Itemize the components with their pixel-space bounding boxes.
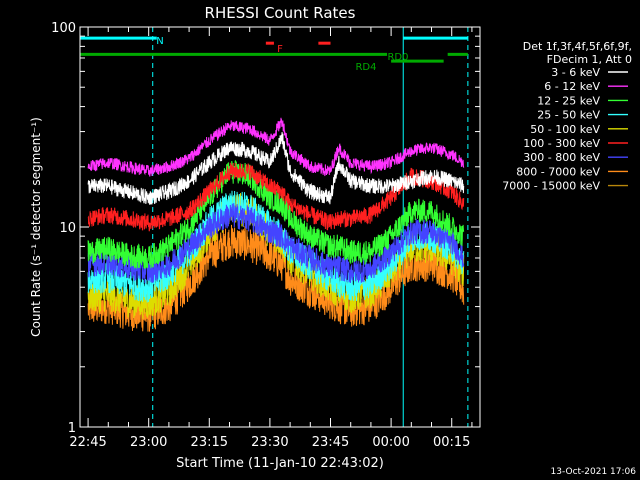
series-line (87, 159, 465, 269)
x-tick-label: 00:15 (433, 435, 470, 450)
x-tick-label: 00:00 (372, 435, 409, 450)
state-bar-label: F (277, 44, 283, 55)
state-bar-label: RD4 (355, 62, 376, 73)
legend-entry-label: 800 - 7000 keV (516, 165, 600, 178)
chart-title: RHESSI Count Rates (205, 4, 356, 22)
legend-entry-label: 6 - 12 keV (544, 80, 600, 93)
y-axis: 1 10 100 (51, 21, 480, 436)
legend: Det 1f,3f,4f,5f,6f,9f,FDecim 1, Att 03 -… (502, 40, 632, 193)
y-tick-label: 100 (51, 21, 76, 36)
series-line (87, 117, 465, 177)
series-traces (79, 27, 469, 427)
legend-entry-label: 25 - 50 keV (537, 109, 600, 122)
legend-header: FDecim 1, Att 0 (547, 53, 632, 66)
legend-entry-label: 3 - 6 keV (551, 66, 600, 79)
series-line (87, 132, 465, 205)
y-tick-label: 1 (68, 421, 76, 436)
x-tick-label: 23:15 (191, 435, 228, 450)
x-axis-label: Start Time (11-Jan-10 22:43:02) (176, 456, 384, 471)
legend-entry-label: 12 - 25 keV (537, 94, 600, 107)
x-tick-label: 23:00 (130, 435, 167, 450)
y-axis-label: Count Rate (s⁻¹ detector segment⁻¹) (29, 117, 43, 337)
legend-entry-label: 300 - 800 keV (523, 151, 600, 164)
footer-date: 13-Oct-2021 17:06 (551, 467, 637, 477)
y-tick-label: 10 (59, 221, 76, 236)
legend-entry-label: 7000 - 15000 keV (502, 180, 600, 193)
x-tick-label: 22:45 (69, 435, 106, 450)
attenuator-state-bars: N F RD0 RD4 (80, 36, 468, 73)
state-bar-label: RD0 (387, 52, 408, 63)
state-bar-label: N (156, 36, 163, 47)
x-tick-label: 23:45 (312, 435, 349, 450)
x-tick-label: 23:30 (251, 435, 288, 450)
x-axis: 22:45 23:00 23:15 23:30 23:45 00:00 00:15 (69, 27, 473, 450)
legend-header: Det 1f,3f,4f,5f,6f,9f, (523, 40, 632, 53)
legend-entry-label: 100 - 300 keV (523, 137, 600, 150)
legend-entry-label: 50 - 100 keV (530, 123, 600, 136)
